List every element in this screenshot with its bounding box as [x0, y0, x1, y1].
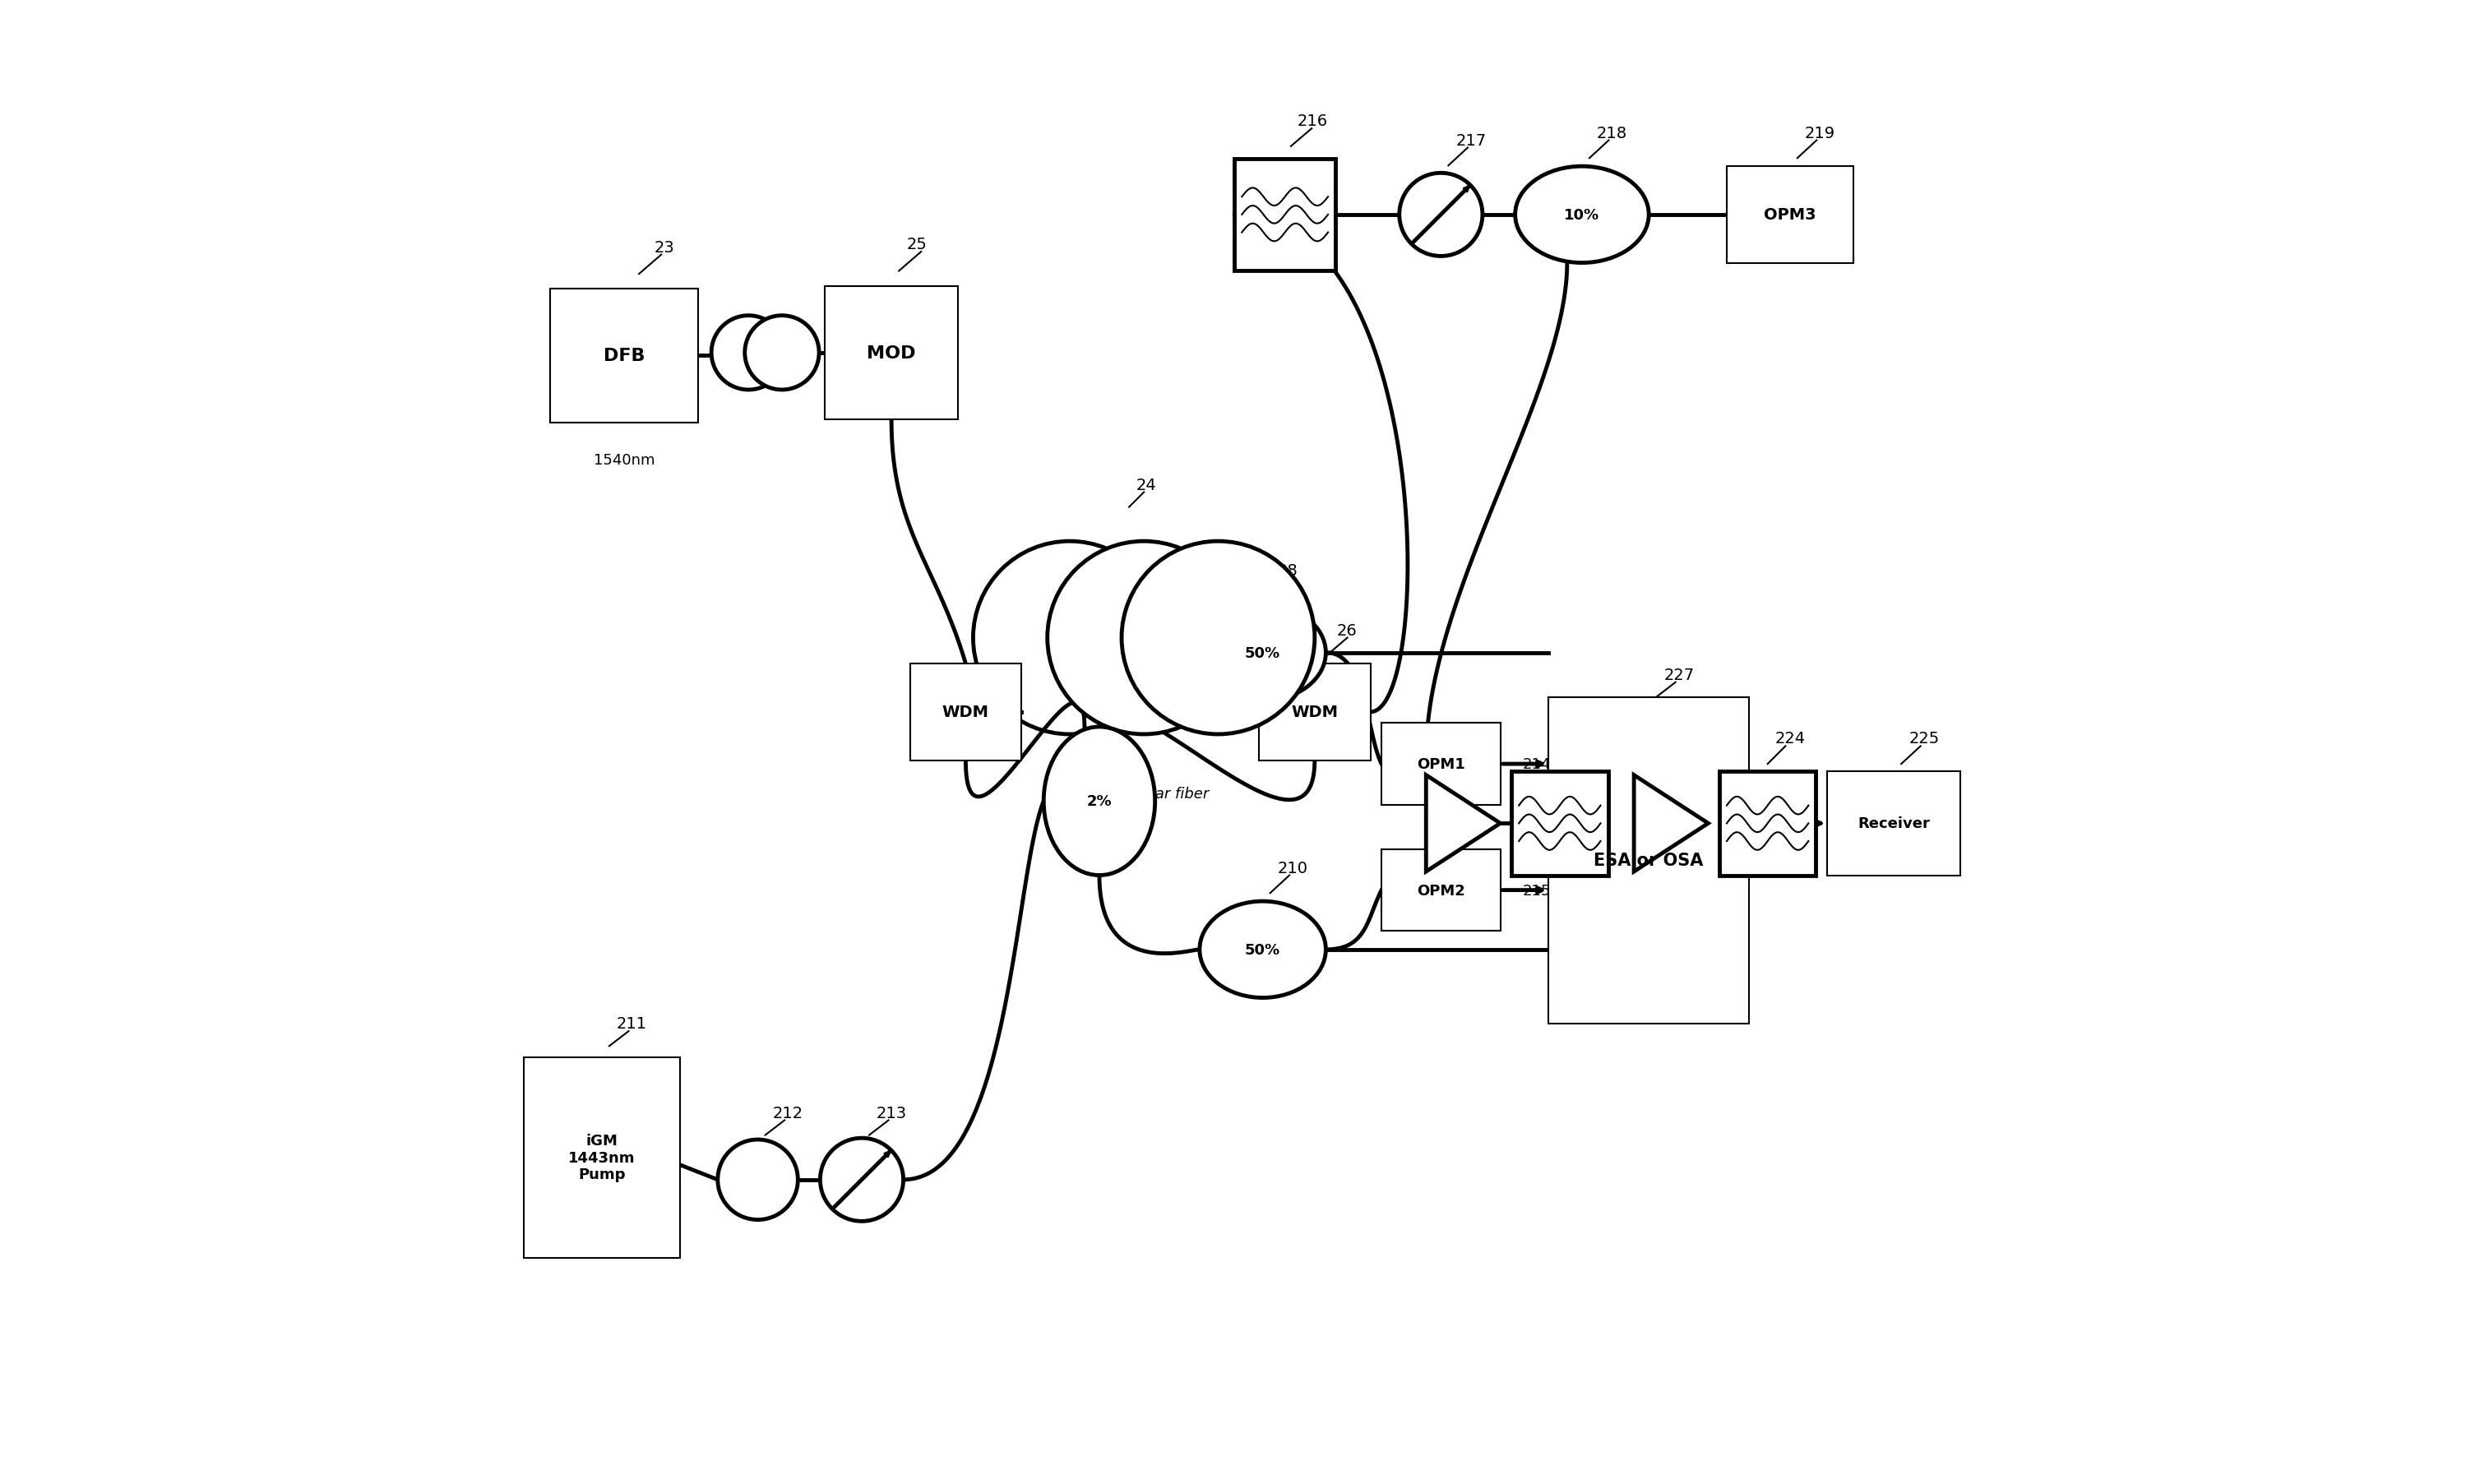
Text: 212: 212 [772, 1104, 804, 1120]
Ellipse shape [1514, 166, 1650, 263]
Text: 227: 227 [1665, 666, 1694, 683]
Text: 10%: 10% [1563, 208, 1600, 223]
Circle shape [821, 1138, 903, 1221]
Circle shape [974, 542, 1166, 735]
Text: 50%: 50% [1245, 646, 1280, 660]
Ellipse shape [1043, 727, 1154, 876]
Text: 211: 211 [616, 1015, 646, 1031]
Bar [1381, 724, 1499, 804]
Text: 50%: 50% [1245, 942, 1280, 957]
Text: 23: 23 [653, 239, 673, 255]
Text: 1540nm: 1540nm [594, 453, 656, 467]
Polygon shape [1635, 775, 1709, 871]
Text: MOD: MOD [868, 344, 915, 362]
Text: 219: 219 [1805, 125, 1835, 141]
Text: Receiver: Receiver [1857, 816, 1931, 831]
Text: WDM: WDM [1292, 705, 1339, 720]
Text: DFB: DFB [604, 347, 646, 365]
Ellipse shape [1198, 604, 1327, 700]
Circle shape [1398, 174, 1482, 257]
Bar [550, 289, 698, 423]
Bar [1512, 772, 1608, 876]
Text: ESA or OSA: ESA or OSA [1593, 852, 1704, 870]
Text: OPM2: OPM2 [1418, 883, 1465, 898]
Text: 214: 214 [1522, 757, 1551, 772]
Text: 218: 218 [1598, 125, 1628, 141]
Text: 28: 28 [1277, 562, 1297, 579]
Text: 217: 217 [1455, 132, 1487, 148]
Text: 22: 22 [989, 622, 1009, 638]
Ellipse shape [1198, 902, 1327, 997]
Text: WDM: WDM [942, 705, 989, 720]
Circle shape [1122, 542, 1314, 735]
Polygon shape [1425, 775, 1499, 871]
Text: OPM1: OPM1 [1418, 757, 1465, 772]
Bar [1381, 849, 1499, 932]
Text: Highly nonlinear fiber: Highly nonlinear fiber [1048, 787, 1208, 801]
Circle shape [718, 1140, 799, 1220]
Bar [1235, 160, 1337, 270]
Bar [1726, 168, 1852, 264]
Text: 223: 223 [1620, 736, 1650, 752]
Circle shape [710, 316, 787, 390]
Text: 210: 210 [1277, 859, 1307, 876]
Text: 2%: 2% [1088, 794, 1112, 809]
Text: 224: 224 [1776, 730, 1805, 746]
Text: 26: 26 [1337, 622, 1356, 638]
Text: 25: 25 [907, 236, 927, 252]
Bar [1827, 772, 1960, 876]
Circle shape [1048, 542, 1240, 735]
Text: 216: 216 [1297, 113, 1327, 129]
Text: 213: 213 [875, 1104, 907, 1120]
Text: 215: 215 [1522, 883, 1551, 898]
Text: 222: 222 [1566, 730, 1598, 746]
Text: 24: 24 [1137, 476, 1157, 493]
Text: 221: 221 [1396, 736, 1428, 752]
Text: 225: 225 [1909, 730, 1938, 746]
Text: 29: 29 [1055, 689, 1075, 705]
Bar [523, 1057, 681, 1258]
Bar [1549, 697, 1748, 1024]
Bar [1719, 772, 1815, 876]
Text: iGM
1443nm
Pump: iGM 1443nm Pump [567, 1132, 636, 1183]
Bar [910, 665, 1021, 760]
Bar [1260, 665, 1371, 760]
Circle shape [745, 316, 819, 390]
Text: OPM3: OPM3 [1763, 208, 1815, 223]
Bar [824, 286, 959, 420]
